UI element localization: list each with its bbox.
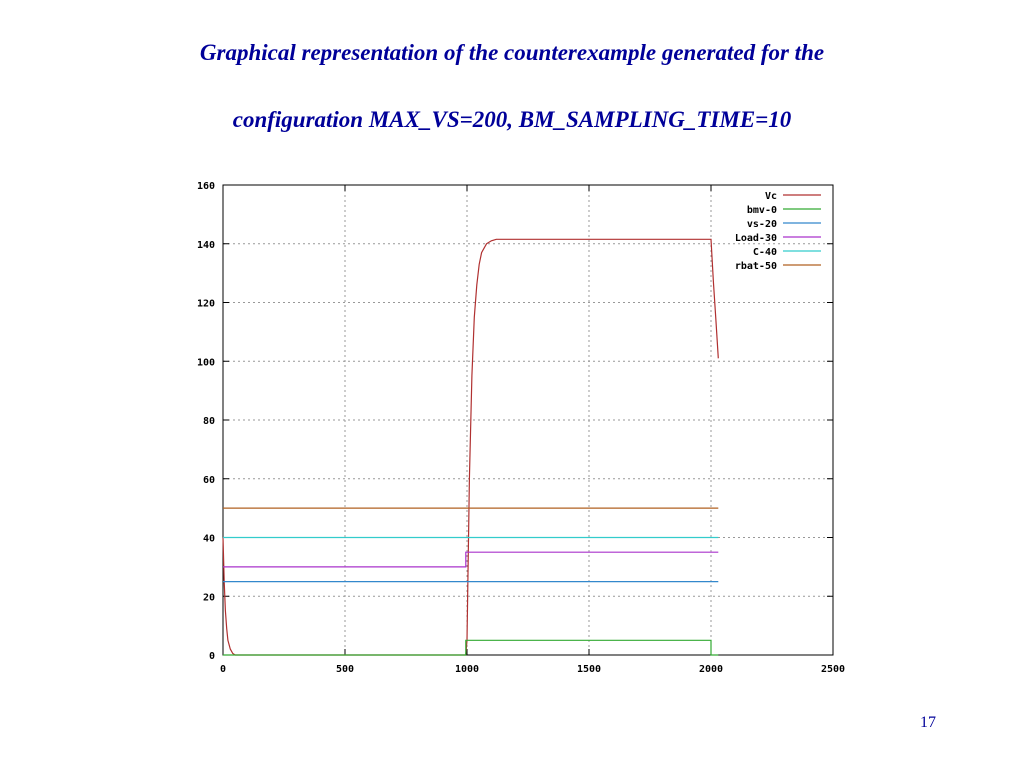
chart-grid (223, 185, 833, 655)
y-tick-label: 0 (209, 651, 215, 662)
x-tick-label: 0 (220, 664, 226, 675)
x-tick-label: 1500 (577, 664, 601, 675)
y-tick-label: 60 (203, 475, 215, 486)
y-tick-label: 80 (203, 416, 215, 427)
legend-label-Vc: Vc (765, 191, 777, 202)
y-tick-label: 100 (197, 357, 215, 368)
page-number: 17 (920, 714, 936, 731)
series-line-Vc (222, 238, 719, 656)
y-tick-label: 20 (203, 592, 215, 603)
legend-label-C-40: C-40 (753, 247, 777, 258)
chart-legend: Vc bmv-0 vs-20 Load-30 C-40 rbat-50 (735, 191, 821, 272)
series-line-bmv-0 (223, 639, 719, 656)
series-line-Load-30 (223, 551, 719, 568)
chart-series (222, 238, 719, 656)
x-tick-label: 2000 (699, 664, 723, 675)
x-tick-label: 1000 (455, 664, 479, 675)
y-tick-label: 160 (197, 181, 215, 192)
x-tick-label: 500 (336, 664, 354, 675)
legend-label-vs-20: vs-20 (747, 219, 777, 230)
legend-label-rbat-50: rbat-50 (735, 261, 777, 272)
line-chart: 0 500 1000 1500 2000 2500 0 20 40 60 80 100 120 140 16… (197, 181, 845, 675)
chart-axes: 0 500 1000 1500 2000 2500 0 20 40 60 80 100 120 140 16… (197, 181, 845, 675)
x-tick-label: 2500 (821, 664, 845, 675)
y-tick-label: 120 (197, 299, 215, 310)
legend-label-Load-30: Load-30 (735, 233, 777, 244)
legend-label-bmv-0: bmv-0 (747, 205, 777, 216)
y-tick-label: 40 (203, 534, 215, 545)
slide-title-line-1: Graphical representation of the countere… (199, 40, 825, 65)
slide-title-line-2: configuration MAX_VS=200, BM_SAMPLING_TI… (232, 107, 792, 132)
y-tick-label: 140 (197, 240, 215, 251)
